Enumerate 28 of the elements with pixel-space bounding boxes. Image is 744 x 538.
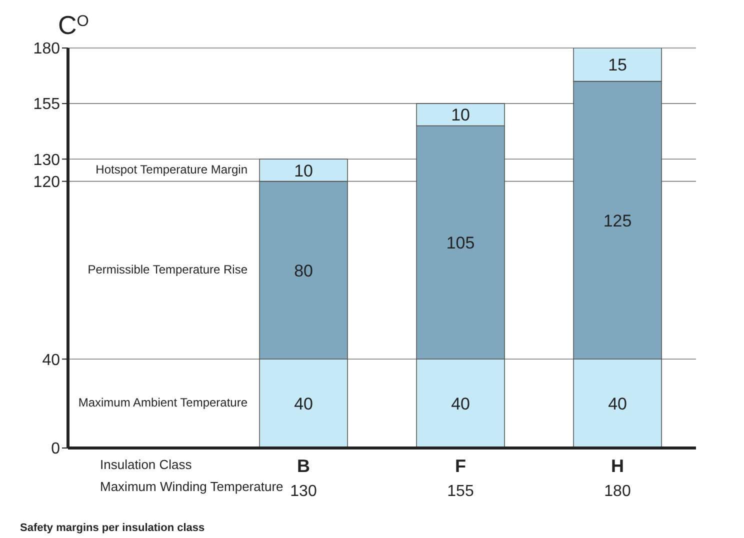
data-label: 40: [608, 394, 627, 414]
x-tick-label: H: [611, 456, 624, 476]
y-tick-label: 40: [42, 352, 60, 369]
x-tick-label: B: [297, 456, 310, 476]
y-tick-label: 0: [51, 440, 60, 458]
total-label: 155: [447, 483, 474, 500]
x-tick-label: F: [455, 456, 466, 476]
data-label: 40: [294, 394, 313, 414]
data-label: 15: [608, 56, 627, 75]
y-tick-label: 120: [33, 174, 60, 192]
data-label: 10: [451, 106, 470, 125]
y-tick-label: 130: [33, 152, 60, 169]
data-label: 40: [451, 394, 470, 414]
data-label: 80: [294, 261, 313, 280]
series-label: Hotspot Temperature Margin: [96, 162, 248, 176]
y-axis-title: C$^{O}$: [58, 10, 89, 40]
y-tick-label: 155: [33, 96, 60, 114]
x-axis-title: Insulation Class: [100, 456, 193, 474]
total-label: 130: [290, 483, 317, 500]
data-label: 10: [294, 161, 313, 180]
data-label: 125: [603, 211, 632, 230]
y-tick-label: 180: [33, 40, 60, 58]
series-label: Maximum Ambient Temperature: [78, 396, 248, 410]
series-label: Permissible Temperature Rise: [88, 262, 248, 276]
text: Maximum Winding Temperature: [100, 478, 284, 496]
text: Safety margins per insulation class: [19, 522, 206, 534]
total-label: 180: [604, 483, 631, 500]
data-label: 105: [446, 233, 475, 252]
